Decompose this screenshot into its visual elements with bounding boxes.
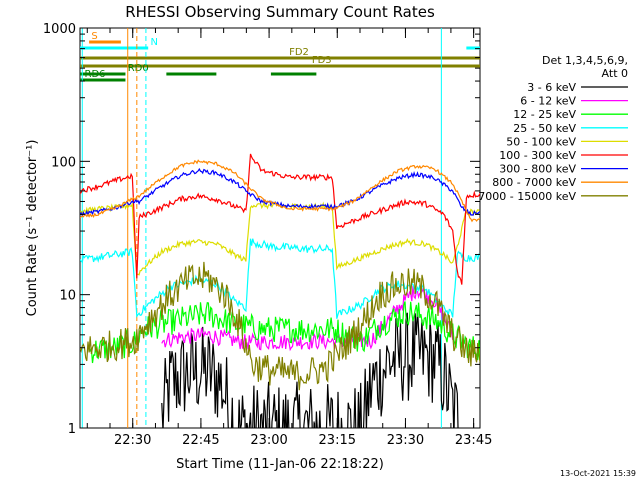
- series-line-2: [161, 285, 454, 352]
- x-axis-label: Start Time (11-Jan-06 22:18:22): [176, 457, 384, 472]
- legend-entry-label: 3 - 6 keV: [527, 81, 576, 94]
- legend-entry-label: 6 - 12 keV: [520, 95, 576, 108]
- legend-entry-label: 7000 - 15000 keV: [478, 190, 576, 203]
- y-tick-label: 1: [68, 422, 76, 437]
- x-tick-label: 23:30: [387, 433, 424, 448]
- legend-entry-label: 300 - 800 keV: [499, 163, 576, 176]
- axes-layer: 1 10 100 1000 22:30 22:45 23:00 23:15 23:30 23:45: [43, 22, 492, 448]
- legend-entry-label: 25 - 50 keV: [513, 122, 576, 135]
- event-lines-layer: [81, 28, 442, 428]
- series-line-7: [80, 167, 480, 218]
- legend-entry-label: 12 - 25 keV: [513, 108, 576, 121]
- status-label-rd0: RD0: [128, 63, 149, 74]
- date-stamp: 13-Oct-2021 15:39: [560, 469, 636, 478]
- chart-title: RHESSI Observing Summary Count Rates: [125, 3, 435, 21]
- series-line-9: [80, 261, 480, 391]
- y-tick-label: 10: [59, 289, 76, 304]
- legend-header-line-2: Att 0: [602, 67, 628, 80]
- status-label-rd6: RD6: [85, 69, 106, 80]
- series-line-6: [80, 153, 480, 285]
- y-axis-label: Count Rate (s⁻¹ detector⁻¹): [25, 140, 40, 317]
- y-tick-label: 100: [51, 155, 76, 170]
- status-label-fd3: FD3: [312, 55, 332, 66]
- status-label-n: N: [150, 37, 157, 48]
- series-line-3: [88, 301, 480, 364]
- status-label-fd2: FD2: [289, 47, 309, 58]
- series-layer: [80, 153, 480, 428]
- x-tick-label: 23:45: [455, 433, 492, 448]
- y-tick-label: 1000: [43, 22, 76, 37]
- legend-header-line-1: Det 1,3,4,5,6,9,: [542, 54, 628, 67]
- legend-entry-label: 800 - 7000 keV: [492, 176, 576, 189]
- status-label-s: S: [91, 31, 97, 42]
- x-tick-label: 23:15: [319, 433, 356, 448]
- x-tick-label: 23:00: [250, 433, 287, 448]
- x-tick-label: 22:30: [114, 433, 151, 448]
- series-line-1: [161, 309, 459, 428]
- series-line-8: [80, 159, 480, 223]
- x-tick-label: 22:45: [182, 433, 219, 448]
- legend-entry-label: 50 - 100 keV: [506, 135, 576, 148]
- legend-entry-label: 100 - 300 keV: [499, 149, 576, 162]
- series-line-5: [80, 201, 480, 276]
- series-line-4: [80, 238, 480, 319]
